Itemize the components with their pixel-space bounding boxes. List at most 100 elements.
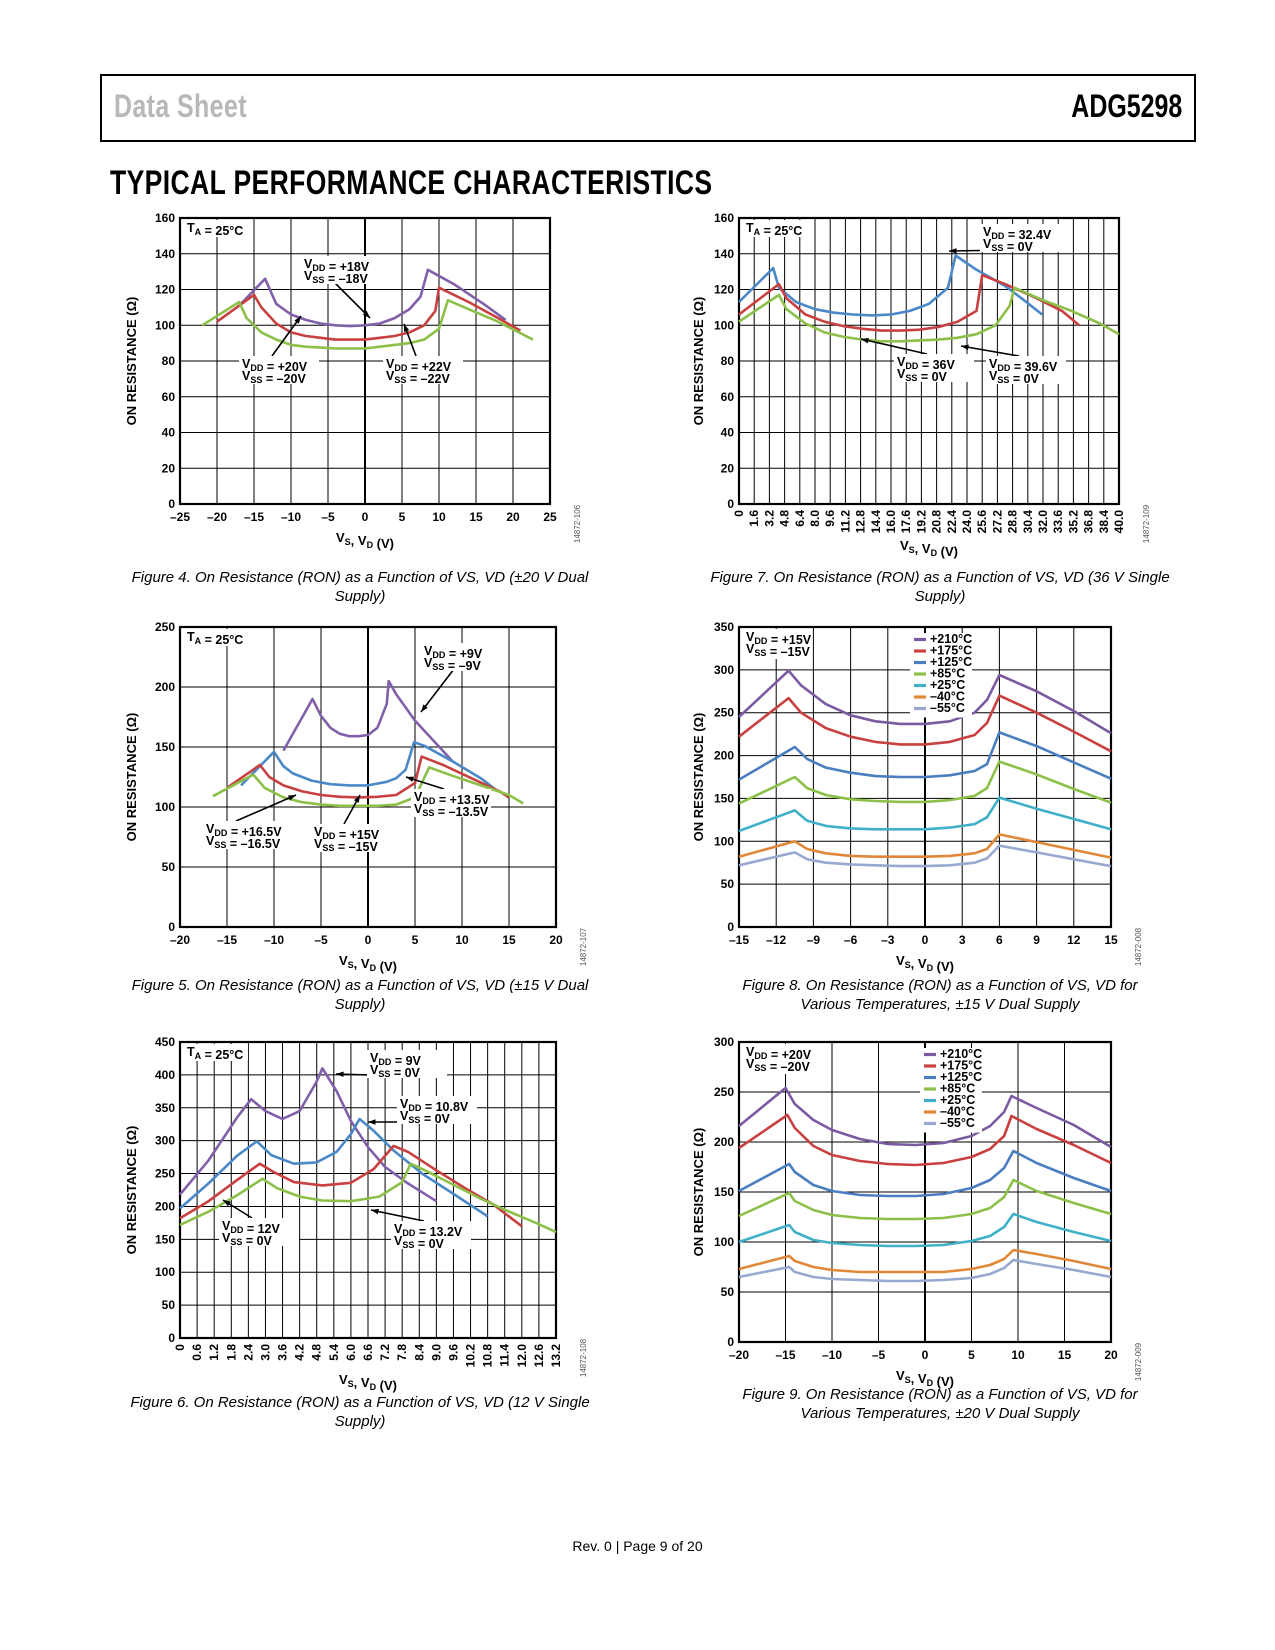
y-tick-label: 0 [727, 497, 734, 511]
condition-bg [182, 629, 248, 646]
figure-code: 14872-009 [1134, 1342, 1143, 1381]
condition-bg [741, 1044, 807, 1074]
y-tick-label: 60 [162, 390, 176, 404]
x-tick-label: 0 [922, 1348, 929, 1362]
series-line-1 [240, 740, 496, 791]
series-line-1 [216, 286, 522, 341]
legend-label: –55°C [930, 701, 965, 715]
caption-figure-8: Figure 8. On Resistance (RON) as a Funct… [742, 977, 1138, 1013]
annotation-arrow [860, 338, 928, 355]
y-axis-label: ON RESISTANCE (Ω) [124, 1126, 139, 1255]
x-tick-label: –15 [775, 1348, 795, 1362]
x-tick-label: 5 [399, 510, 406, 524]
arrowhead-icon [362, 310, 370, 318]
chart-fig8: 0 50 100 150 200 250 300 350 –15 –12 –9 –6 –3 0 3 6 9 12 1… [691, 620, 1143, 974]
x-tick-label: 0 [922, 933, 929, 947]
x-tick-label: 14.4 [869, 510, 883, 534]
x-tick-label: 38.4 [1097, 510, 1111, 534]
annotation-line-2: VSS = –15V [314, 837, 378, 854]
series-line-5 [738, 1248, 1112, 1274]
x-tick-label: –3 [881, 933, 895, 947]
y-tick-label: 20 [162, 461, 176, 475]
series-line-2 [226, 755, 510, 799]
y-tick-label: 50 [162, 1298, 176, 1312]
x-tick-label: 8.4 [412, 1344, 426, 1361]
x-tick-label: –20 [207, 510, 227, 524]
x-tick-label: 9.6 [823, 510, 837, 527]
annotation-line-2: VSS = –22V [386, 369, 450, 386]
arrowhead-icon [861, 337, 869, 344]
annotation-line-2: VSS = 0V [897, 367, 948, 384]
x-tick-label: 15 [469, 510, 483, 524]
y-axis-label: ON RESISTANCE (Ω) [124, 713, 139, 842]
y-axis-label: ON RESISTANCE (Ω) [691, 713, 706, 842]
legend-label: +25°C [940, 1093, 975, 1107]
annotation-line-2: VSS = –18V [304, 269, 368, 286]
y-tick-label: 150 [155, 740, 175, 754]
y-axis-label: ON RESISTANCE (Ω) [691, 297, 706, 426]
y-tick-label: 100 [714, 318, 734, 332]
x-tick-label: 12.8 [854, 510, 868, 534]
arrowhead-icon [288, 795, 296, 801]
x-tick-label: 5.4 [327, 1344, 341, 1361]
x-tick-label: –6 [844, 933, 858, 947]
legend-label: +175°C [930, 644, 972, 658]
arrowhead-icon [336, 1071, 344, 1077]
annotation-bg [397, 1096, 477, 1124]
chart-fig9: 0 50 100 150 200 250 300 –20 –15 –10 –5 0 5 10 15 20 VS,… [691, 1035, 1143, 1389]
x-tick-label: 1.2 [207, 1344, 221, 1361]
annotation-bg [301, 256, 381, 284]
y-tick-label: 80 [162, 354, 176, 368]
x-tick-label: 20 [549, 933, 563, 947]
annotation-line-1: VDD = 32.4V [983, 225, 1052, 242]
x-tick-label: 15 [502, 933, 516, 947]
x-tick-label: 7.8 [395, 1344, 409, 1361]
y-tick-label: 0 [168, 497, 175, 511]
arrowhead-icon [404, 324, 410, 332]
series-line-1 [738, 694, 1112, 753]
plot-frame [178, 1040, 558, 1340]
y-tick-label: 200 [155, 1199, 175, 1213]
x-axis-label: VS, VD (V) [896, 1368, 954, 1389]
legend-label: –55°C [940, 1116, 975, 1130]
legend-label: +210°C [930, 632, 972, 646]
condition-bg [741, 629, 807, 659]
y-tick-label: 0 [727, 920, 734, 934]
x-tick-label: 32.0 [1036, 510, 1050, 534]
x-tick-label: 12.6 [532, 1344, 546, 1368]
annotation-line-2: VSS = 0V [400, 1109, 451, 1126]
figure-5: 0 50 100 150 200 250 –20 –15 –10 –5 0 5 10 15 20 VS, VD… [118, 615, 588, 974]
x-tick-label: 4.8 [310, 1344, 324, 1361]
y-tick-label: 100 [714, 834, 734, 848]
x-tick-label: –25 [170, 510, 190, 524]
x-tick-label: 6.0 [344, 1344, 358, 1361]
figure-6: 0 50 100 150 200 250 300 350 400 450 0 0.6 1.2 1.8 2.4… [118, 1030, 588, 1393]
x-tick-label: 0 [362, 510, 369, 524]
annotation-bg [203, 821, 283, 849]
y-tick-label: 250 [155, 620, 175, 634]
x-axis-label: VS, VD (V) [896, 953, 954, 974]
x-tick-label: –5 [321, 510, 335, 524]
figure-code: 14872-107 [579, 927, 588, 966]
y-tick-label: 0 [168, 920, 175, 934]
legend-label: –40°C [940, 1105, 975, 1119]
series-line-0 [282, 679, 454, 763]
series-line-3 [738, 760, 1112, 805]
legend-label: –40°C [930, 690, 965, 704]
annotation-line-2: VSS = 0V [370, 1063, 421, 1080]
condition-bg [182, 1044, 248, 1061]
annotation-line-1: VDD = +15V [314, 825, 380, 842]
x-tick-label: 30.4 [1021, 510, 1035, 534]
y-tick-label: 0 [727, 1335, 734, 1349]
x-tick-label: –15 [729, 933, 749, 947]
y-tick-label: 150 [714, 791, 734, 805]
page-header: Data Sheet ADG5298 [100, 74, 1196, 142]
annotation-line-2: VSS = 0V [983, 237, 1034, 254]
x-tick-label: 1.6 [747, 510, 761, 527]
